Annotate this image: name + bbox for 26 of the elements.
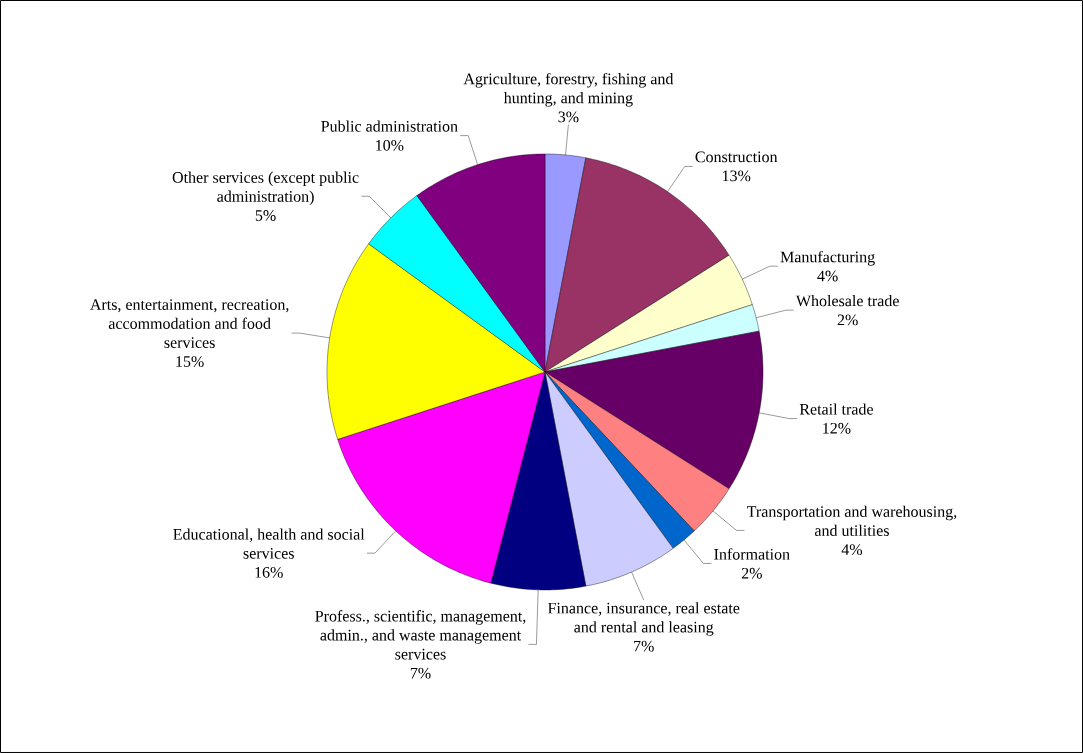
slice-label: Retail trade [799,403,873,415]
slice-label: Educational, health and social services [173,528,365,559]
slice-label: Construction [695,151,778,163]
slice-label: Profess., scientific, management, admin., and waste management services [315,610,526,660]
data-label: 7% [410,667,431,679]
data-label: 2% [741,567,762,579]
data-label: 10% [376,139,404,151]
data-label: 3% [558,111,579,123]
data-label: 12% [823,422,851,434]
slice-label: Other services (except public administration) [172,171,359,206]
slice-label: Information [714,548,790,560]
data-label: 4% [841,544,863,556]
data-label: 2% [837,314,858,326]
data-label: 7% [634,640,654,652]
slice-label: Agriculture, forestry, fishing and hunting, and mining [463,72,674,107]
slice-label: Manufacturing [780,250,875,266]
data-label: 13% [722,170,751,182]
slice-label: Arts, entertainment, recreation, accommodation and food services [90,299,289,348]
data-label: 5% [255,210,276,221]
data-label: 16% [255,566,283,578]
slice-label: Transportation and warehousing, and utilities [746,505,957,536]
slice-label: Wholesale trade [795,295,899,307]
data-label: 15% [176,356,204,368]
slice-label: Public administration [321,120,458,132]
slice-label: Finance, insurance, real estate and rental and leasing [548,602,740,636]
data-label: 4% [817,270,838,282]
